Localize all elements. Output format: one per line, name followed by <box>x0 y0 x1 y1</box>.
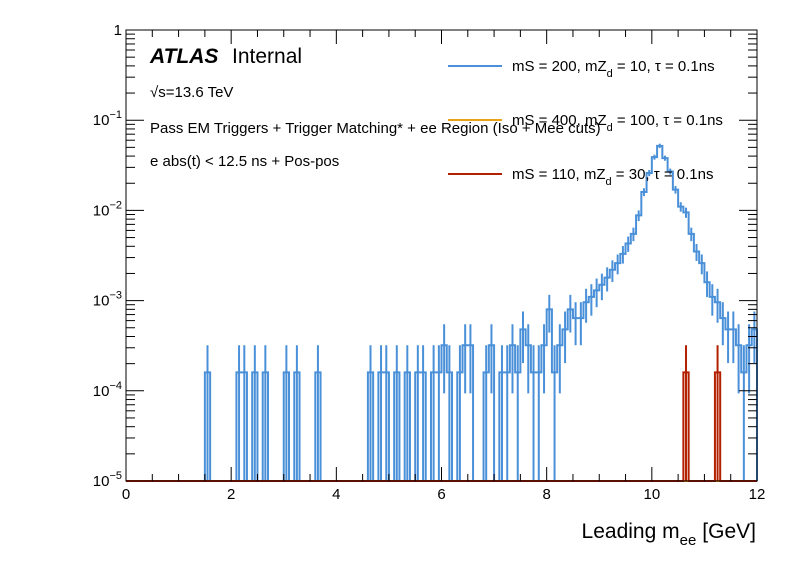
x-tick-label: 4 <box>332 486 340 503</box>
x-axis-title: Leading mee [GeV] <box>582 520 756 549</box>
series-0-histogram <box>126 144 758 482</box>
y-tick-exp: −2 <box>109 199 122 211</box>
selection-label: Pass EM Triggers + Trigger Matching* + e… <box>150 120 601 137</box>
legend-label-main: mS = 110, mZ <box>512 166 606 183</box>
axis-ticks <box>125 29 758 482</box>
y-tick-label: 10−5 <box>93 470 122 490</box>
x-tick-label: 12 <box>749 486 766 503</box>
x-axis-title-unit: [GeV] <box>702 520 756 543</box>
legend-label-sub: d <box>607 68 613 80</box>
legend-label-sub: d <box>606 176 612 188</box>
x-axis-title-sub: ee <box>680 532 697 549</box>
y-tick-base: 10 <box>93 202 110 219</box>
energy-label: √s=13.6 TeV <box>150 84 233 101</box>
x-axis-title-main: Leading m <box>582 520 680 543</box>
y-tick-labels: 10−510−410−310−210−11 <box>93 22 122 490</box>
x-tick-label: 6 <box>437 486 445 503</box>
y-tick-base: 10 <box>93 112 110 129</box>
x-tick-labels: 0 2 4 6 8 10 12 <box>122 486 766 503</box>
atlas-label: ATLAS <box>149 45 218 68</box>
y-tick-base: 10 <box>93 293 110 310</box>
y-tick-base: 10 <box>93 473 110 490</box>
x-tick-label: 8 <box>542 486 550 503</box>
y-tick-exp: −1 <box>109 109 122 121</box>
y-tick-label: 1 <box>114 22 122 39</box>
x-tick-label: 0 <box>122 486 130 503</box>
legend-label-2: mS = 110, mZd = 30, τ = 0.1ns <box>512 166 713 188</box>
legend-label-main: mS = 200, mZ <box>512 58 607 75</box>
legend-label-rest: = 30, τ = 0.1ns <box>612 166 714 183</box>
legend-label-rest: = 10, τ = 0.1ns <box>613 58 715 75</box>
histogram-layer <box>126 143 758 482</box>
legend-label-rest: = 100, τ = 0.1ns <box>613 112 723 129</box>
y-tick-base: 10 <box>93 383 110 400</box>
legend-label-sub: d <box>607 122 613 134</box>
internal-label: Internal <box>232 45 302 68</box>
timing-label: e abs(t) < 12.5 ns + Pos-pos <box>150 153 339 170</box>
series-2-histogram <box>126 371 757 482</box>
y-tick-label: 10−1 <box>93 109 122 129</box>
y-tick-exp: −3 <box>109 290 122 302</box>
legend-label-0: mS = 200, mZd = 10, τ = 0.1ns <box>512 58 715 80</box>
y-tick-exp: −4 <box>109 380 122 392</box>
x-tick-label: 10 <box>643 486 660 503</box>
y-tick-label: 10−2 <box>93 199 122 219</box>
y-tick-label: 10−4 <box>93 380 122 400</box>
legend-label-main: mS = 400, mZ <box>512 112 607 129</box>
x-tick-label: 2 <box>227 486 235 503</box>
y-tick-label: 10−3 <box>93 290 122 310</box>
y-tick-exp: −5 <box>109 470 122 482</box>
legend-label-1: mS = 400, mZd = 100, τ = 0.1ns <box>512 112 723 134</box>
